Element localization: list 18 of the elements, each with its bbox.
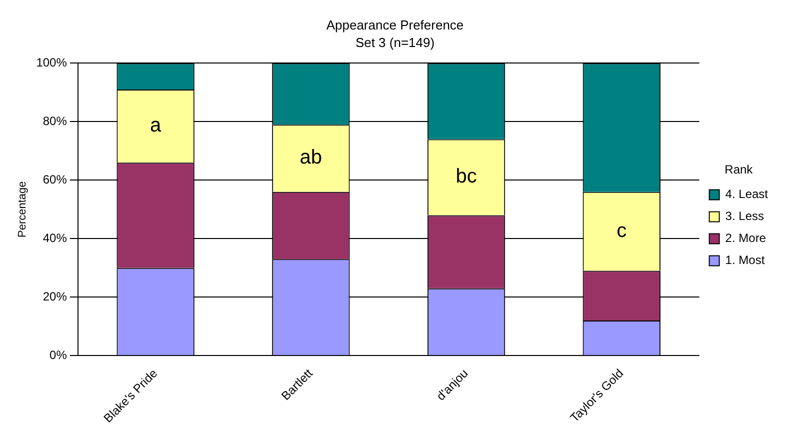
legend-label: 3. Less xyxy=(725,209,764,224)
chart-subtitle: Set 3 (n=149) xyxy=(355,34,435,50)
annotation: ab xyxy=(300,146,322,169)
legend-label: 2. More xyxy=(725,231,766,246)
y-tick-label: 60% xyxy=(42,172,68,186)
annotation: a xyxy=(150,114,162,137)
legend-label: 1. Most xyxy=(725,253,766,268)
legend-title: Rank xyxy=(724,162,754,177)
y-tick-label: 0% xyxy=(50,348,68,362)
annotation: c xyxy=(616,220,627,242)
y-tick-label: 40% xyxy=(42,230,68,245)
y-axis-title: Percentage xyxy=(16,181,29,238)
y-tick-label: 20% xyxy=(42,289,68,304)
y-tick-label: 100% xyxy=(36,56,68,70)
y-tick-label: 80% xyxy=(42,114,68,128)
annotation: bc xyxy=(456,166,477,188)
legend-label: 4. Least xyxy=(725,187,769,202)
chart-title: Appearance Preference xyxy=(326,17,464,32)
